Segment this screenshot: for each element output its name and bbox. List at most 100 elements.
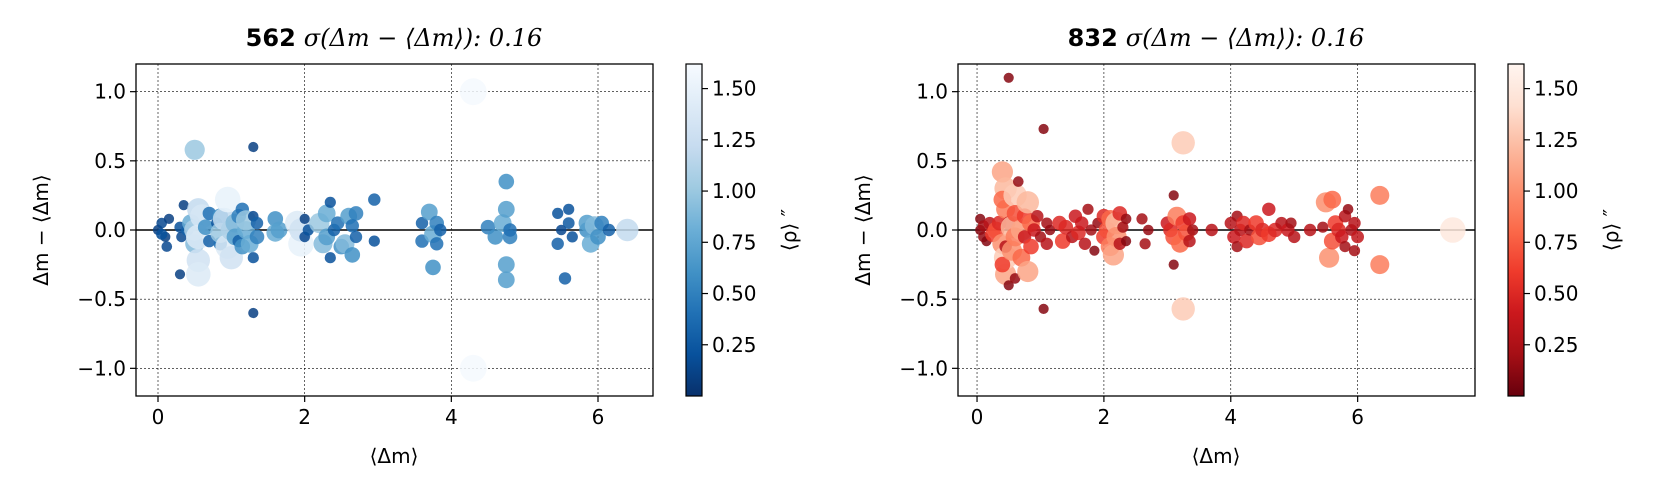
scatter-point [602, 223, 616, 237]
colorbar-tick-label: 1.25 [1534, 128, 1579, 152]
scatter-point [1323, 190, 1342, 209]
scatter-point [991, 161, 1014, 183]
x-tick-label: 4 [445, 405, 458, 429]
scatter-point [1078, 237, 1092, 250]
panel-left-title-sigma: σ(Δm − ⟨Δm⟩): 0.16 [304, 24, 543, 52]
scatter-point [368, 235, 380, 247]
y-tick-label: 0.0 [916, 218, 948, 242]
scatter-point [552, 207, 564, 219]
scatter-point [1136, 213, 1148, 225]
scatter-point [270, 221, 288, 239]
y-tick-label: 1.0 [916, 80, 948, 104]
scatter-point [184, 139, 205, 160]
panel-right-x-ticks: 0 2 4 6 [971, 396, 1364, 429]
scatter-point [1168, 259, 1179, 270]
scatter-point [563, 203, 575, 215]
panel-left-colorbar [685, 63, 703, 397]
scatter-point [1285, 217, 1297, 229]
scatter-point [1342, 204, 1354, 215]
scatter-point [556, 224, 567, 236]
panel-left-x-axis-label: ⟨Δm⟩ [370, 444, 419, 468]
scatter-point [487, 229, 504, 245]
scatter-point [1239, 233, 1254, 249]
panel-right-colorbar [1507, 63, 1525, 397]
y-tick-label: 0.0 [94, 218, 126, 242]
scatter-point [248, 141, 259, 153]
y-tick-label: 0.5 [94, 149, 126, 173]
scatter-point [214, 186, 241, 213]
scatter-point [1023, 238, 1039, 255]
scatter-point [331, 216, 345, 230]
scatter-point [1082, 203, 1094, 215]
scatter-point [1016, 191, 1039, 214]
scatter-point [1085, 224, 1097, 236]
scatter-point [1317, 221, 1329, 233]
scatter-point [1009, 273, 1021, 284]
scatter-point [1171, 297, 1195, 321]
colorbar-tick-label: 0.25 [1534, 333, 1579, 357]
panel-left-title: 562 σ(Δm − ⟨Δm⟩): 0.16 [246, 24, 543, 52]
scatter-point [1003, 72, 1014, 83]
scatter-point [566, 231, 578, 243]
colorbar-tick-label: 1.25 [712, 128, 757, 152]
scatter-point [430, 237, 444, 251]
panel-left-points [152, 78, 639, 382]
scatter-point [163, 213, 175, 224]
panel-right-title-sigma: σ(Δm − ⟨Δm⟩): 0.16 [1126, 24, 1365, 52]
panel-left-colorbar-ticks: 0.25 0.50 0.75 1.00 1.25 1.50 [702, 77, 757, 357]
scatter-point [248, 307, 259, 319]
scatter-point [197, 219, 214, 235]
panel-right-colorbar-ticks: 0.25 0.50 0.75 1.00 1.25 1.50 [1524, 77, 1579, 357]
colorbar-tick-label: 1.50 [1534, 77, 1579, 101]
scatter-point [1182, 212, 1197, 226]
scatter-point [1143, 224, 1154, 236]
scatter-point [178, 200, 189, 211]
x-tick-label: 0 [971, 405, 984, 429]
scatter-point [299, 213, 310, 224]
colorbar-tick-label: 0.75 [1534, 230, 1579, 254]
y-tick-label: −1.0 [899, 356, 948, 380]
scatter-point [161, 241, 173, 252]
scatter-point [317, 204, 336, 223]
x-tick-label: 0 [152, 405, 165, 429]
scatter-point [616, 218, 639, 242]
scatter-point [1003, 280, 1014, 291]
scatter-point [415, 216, 429, 230]
scatter-point [1339, 241, 1351, 253]
scatter-point [1038, 303, 1049, 314]
scatter-point [1031, 210, 1044, 223]
scatter-point [1075, 216, 1089, 230]
scatter-point [1121, 236, 1132, 247]
scatter-point [498, 173, 515, 190]
scatter-point [434, 223, 447, 237]
panel-right-title: 832 σ(Δm − ⟨Δm⟩): 0.16 [1068, 24, 1365, 52]
panel-right-title-number: 832 [1068, 24, 1118, 52]
scatter-point [1370, 185, 1390, 205]
scatter-point [562, 217, 575, 230]
scatter-point [1058, 219, 1074, 235]
x-tick-label: 6 [592, 405, 605, 429]
scatter-point [497, 271, 515, 289]
scatter-point [503, 223, 517, 237]
scatter-point [497, 200, 515, 218]
x-tick-label: 2 [298, 405, 311, 429]
scatter-point [1183, 234, 1196, 248]
y-tick-label: −0.5 [77, 287, 126, 311]
scatter-point [551, 237, 564, 250]
colorbar-tick-label: 1.00 [712, 179, 757, 203]
scatter-point [250, 216, 264, 230]
scatter-point [1319, 247, 1340, 268]
scatter-point [1139, 238, 1151, 250]
y-tick-label: −1.0 [77, 356, 126, 380]
scatter-point [1171, 131, 1195, 155]
panel-right-x-axis-label: ⟨Δm⟩ [1192, 444, 1241, 468]
scatter-point [425, 259, 441, 276]
scatter-point [1089, 245, 1100, 256]
x-tick-label: 6 [1351, 405, 1364, 429]
y-tick-label: 1.0 [94, 80, 126, 104]
colorbar-tick-label: 0.50 [1534, 282, 1579, 306]
scatter-point [497, 256, 515, 273]
x-tick-label: 2 [1098, 405, 1111, 429]
scatter-point [1044, 224, 1056, 236]
scatter-point [1303, 223, 1317, 237]
